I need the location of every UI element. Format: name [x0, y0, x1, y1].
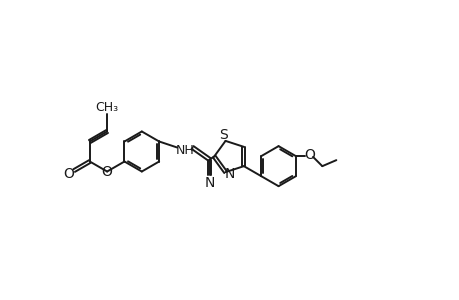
Text: NH: NH	[175, 144, 194, 157]
Text: S: S	[219, 128, 228, 142]
Text: CH₃: CH₃	[95, 101, 118, 114]
Text: N: N	[204, 176, 214, 190]
Text: O: O	[63, 167, 74, 181]
Text: O: O	[101, 165, 112, 179]
Text: O: O	[304, 148, 315, 162]
Text: N: N	[224, 167, 234, 181]
